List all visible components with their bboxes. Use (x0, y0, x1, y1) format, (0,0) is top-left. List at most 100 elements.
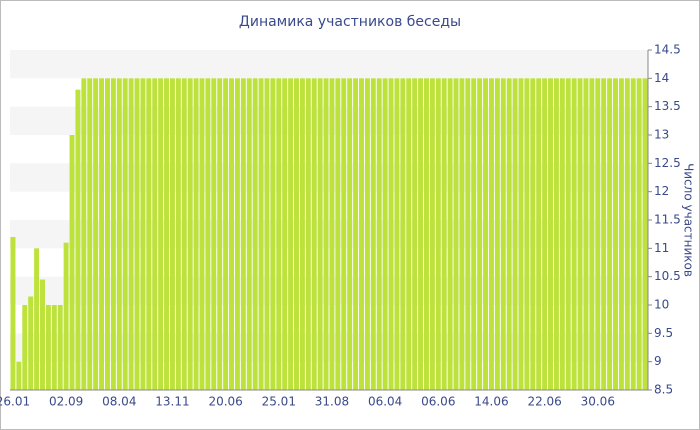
x-tick-label: 02.09 (49, 395, 83, 409)
bar (317, 78, 323, 390)
x-tick-label: 25.01 (262, 395, 296, 409)
bar (506, 78, 512, 390)
bar (488, 78, 494, 390)
bar (382, 78, 388, 390)
bar (347, 78, 353, 390)
bar (16, 361, 22, 390)
grid-band (10, 163, 648, 192)
x-tick-label: 14.06 (474, 395, 508, 409)
bar (81, 78, 87, 390)
bar (223, 78, 229, 390)
y-tick-label: 13.5 (654, 99, 681, 113)
bar (28, 296, 34, 390)
y-tick-label: 13 (654, 128, 669, 142)
bar (193, 78, 199, 390)
bar (441, 78, 447, 390)
bar (530, 78, 536, 390)
x-tick-label: 08.04 (102, 395, 136, 409)
bar (128, 78, 134, 390)
bar (69, 135, 75, 390)
bar (175, 78, 181, 390)
bar (359, 78, 364, 390)
bar (93, 78, 99, 390)
x-tick-label: 20.06 (208, 395, 242, 409)
bar (140, 78, 146, 390)
bar (40, 279, 45, 390)
y-tick-label: 10.5 (654, 269, 681, 283)
grid-band (10, 50, 648, 79)
bar (353, 78, 359, 390)
bar (240, 78, 246, 390)
bar (51, 305, 57, 390)
bar (406, 78, 412, 390)
bar (270, 78, 276, 390)
bar (400, 78, 406, 390)
bar (305, 78, 311, 390)
bar (187, 78, 193, 390)
y-tick-label: 12.5 (654, 156, 681, 170)
x-tick-label: 22.06 (527, 395, 561, 409)
bar (299, 78, 305, 390)
bar (536, 78, 542, 390)
bar (205, 78, 211, 390)
chart-title: Динамика участников беседы (239, 14, 461, 30)
bar (601, 78, 607, 390)
bar (376, 78, 382, 390)
bar (624, 78, 630, 390)
bar (10, 237, 16, 390)
bar (524, 78, 530, 390)
bar (553, 78, 559, 390)
bar (512, 78, 518, 390)
bar (116, 78, 122, 390)
y-tick-label: 9.5 (654, 326, 673, 340)
bar (158, 78, 164, 390)
bar (607, 78, 613, 390)
bar (630, 78, 636, 390)
bar (282, 78, 288, 390)
bar (447, 78, 453, 390)
y-axis-label: Число участников (682, 163, 696, 277)
grid-band (10, 276, 648, 305)
bar (518, 78, 524, 390)
bar (246, 78, 252, 390)
bar (483, 78, 489, 390)
y-tick-label: 14.5 (654, 43, 681, 57)
y-tick-label: 8.5 (654, 383, 673, 397)
x-tick-label: 06.04 (368, 395, 402, 409)
bar (199, 78, 205, 390)
bar (542, 78, 548, 390)
bar (104, 78, 110, 390)
bar (169, 78, 175, 390)
bar (429, 78, 435, 390)
bar (311, 78, 317, 390)
bar (181, 78, 187, 390)
bar (418, 78, 424, 390)
bar (164, 78, 170, 390)
grid-band (10, 220, 648, 249)
bar (229, 78, 235, 390)
x-tick-label: 13.11 (155, 395, 189, 409)
bar (252, 78, 258, 390)
bar (211, 78, 217, 390)
bar (234, 78, 240, 390)
bar (57, 305, 63, 390)
bar (63, 242, 69, 390)
x-tick-label: 06.06 (421, 395, 455, 409)
bar (335, 78, 341, 390)
bar (636, 78, 642, 390)
bar (134, 78, 140, 390)
bar (595, 78, 601, 390)
bar (589, 78, 595, 390)
bar (500, 78, 506, 390)
bar (477, 78, 483, 390)
bar (642, 78, 648, 390)
bar (152, 78, 158, 390)
bar (471, 78, 477, 390)
bar (110, 78, 116, 390)
bar (388, 78, 394, 390)
y-tick-label: 11 (654, 241, 669, 255)
grid-band (10, 333, 648, 362)
y-tick-label: 10 (654, 298, 669, 312)
bar (288, 78, 294, 390)
